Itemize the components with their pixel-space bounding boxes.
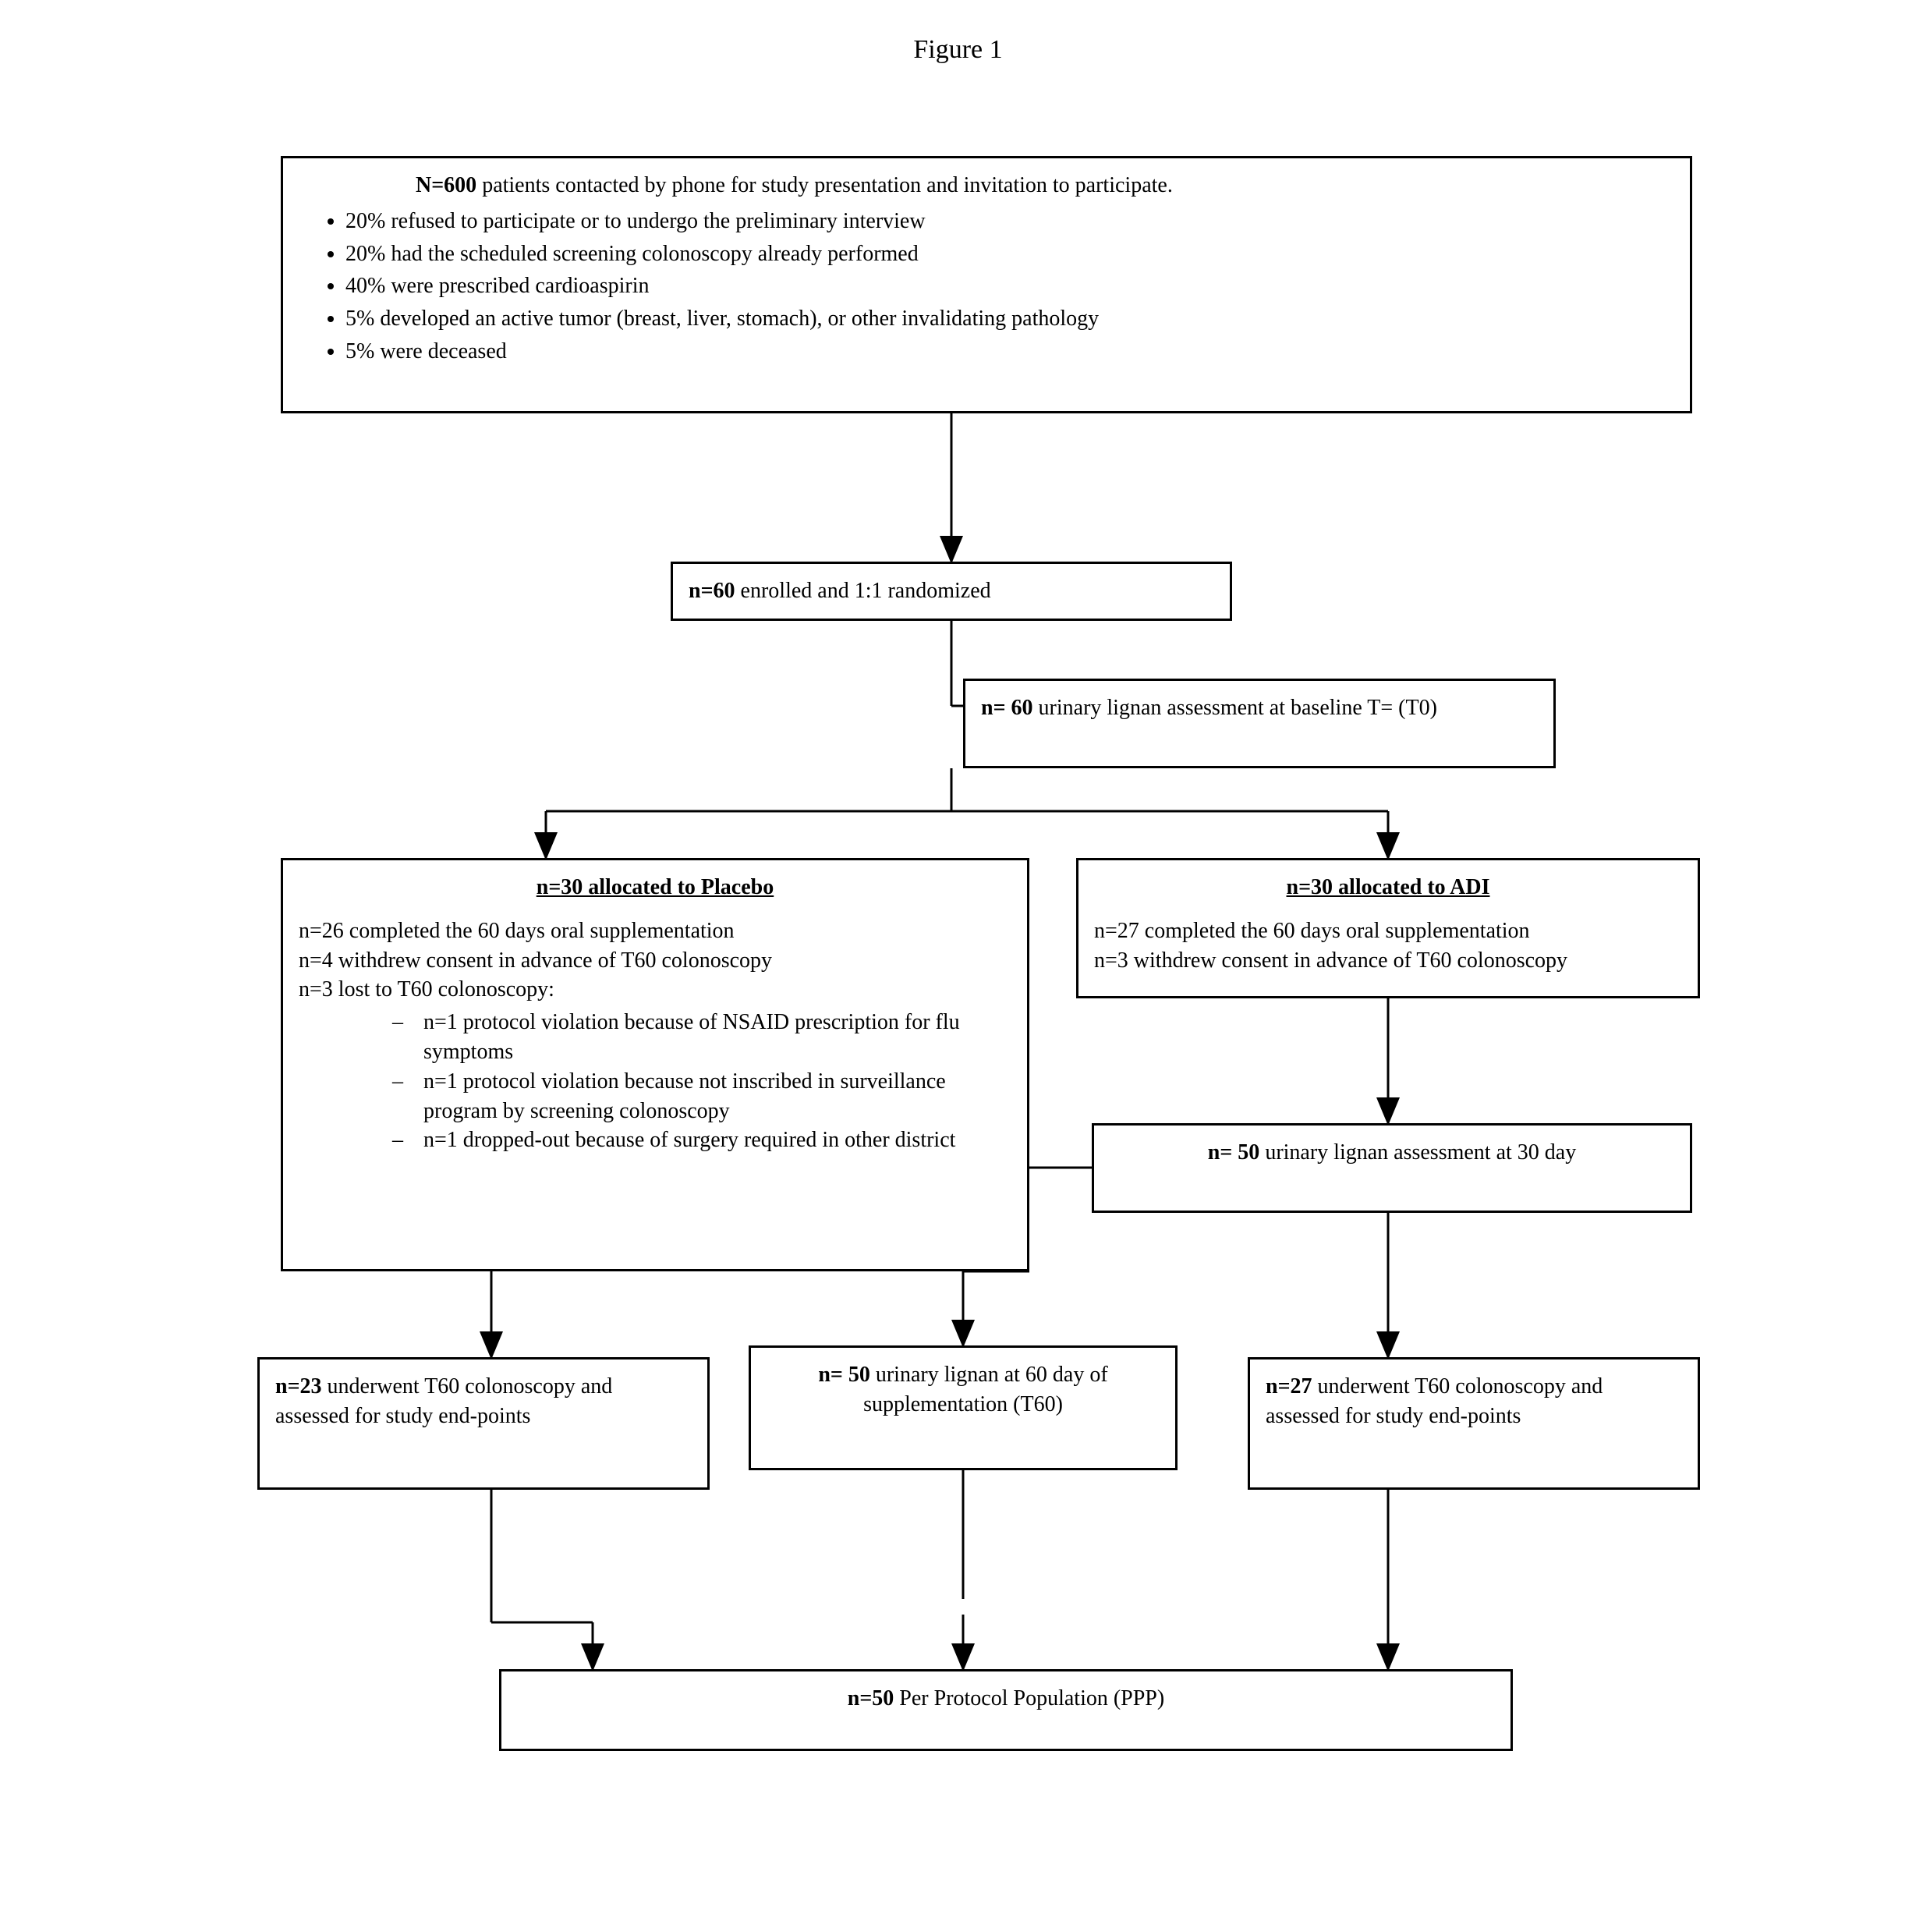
figure-title: Figure 1 bbox=[0, 35, 1916, 65]
placebo-dashes: n=1 protocol violation because of NSAID … bbox=[423, 1008, 1011, 1155]
placebo-out-n: n=23 bbox=[275, 1374, 322, 1398]
adi-outcome-box: n=27 underwent T60 colonoscopy and asses… bbox=[1248, 1357, 1700, 1490]
placebo-header: n=30 allocated to Placebo bbox=[537, 875, 774, 899]
adi-out-text: underwent T60 colonoscopy and assessed f… bbox=[1266, 1374, 1603, 1428]
placebo-line: n=3 lost to T60 colonoscopy: bbox=[299, 975, 1011, 1005]
placebo-dash-item: n=1 dropped-out because of surgery requi… bbox=[423, 1126, 1011, 1155]
top-bullet-item: 5% were deceased bbox=[345, 337, 1674, 367]
enroll-text: enrolled and 1:1 randomized bbox=[735, 579, 991, 603]
top-bullet-item: 20% refused to participate or to undergo… bbox=[345, 207, 1674, 236]
adi-line: n=27 completed the 60 days oral suppleme… bbox=[1094, 916, 1682, 946]
t30-text: urinary lignan assessment at 30 day bbox=[1259, 1140, 1576, 1165]
ppp-n: n=50 bbox=[848, 1686, 894, 1710]
t0-text: urinary lignan assessment at baseline T=… bbox=[1033, 696, 1437, 720]
top-contact-box: N=600 patients contacted by phone for st… bbox=[281, 156, 1692, 413]
t30-n: n= 50 bbox=[1208, 1140, 1260, 1165]
adi-box: n=30 allocated to ADI n=27 completed the… bbox=[1076, 858, 1700, 998]
ppp-box: n=50 Per Protocol Population (PPP) bbox=[499, 1669, 1513, 1751]
adi-header: n=30 allocated to ADI bbox=[1287, 875, 1490, 899]
placebo-line: n=26 completed the 60 days oral suppleme… bbox=[299, 916, 1011, 946]
top-n600: N=600 bbox=[416, 173, 476, 197]
t60-text: urinary lignan at 60 day of supplementat… bbox=[863, 1363, 1108, 1416]
top-bullet-item: 40% were prescribed cardioaspirin bbox=[345, 271, 1674, 301]
placebo-out-text: underwent T60 colonoscopy and assessed f… bbox=[275, 1374, 612, 1428]
top-bullet-item: 5% developed an active tumor (breast, li… bbox=[345, 304, 1674, 334]
placebo-dash-item: n=1 protocol violation because of NSAID … bbox=[423, 1008, 1011, 1067]
placebo-box: n=30 allocated to Placebo n=26 completed… bbox=[281, 858, 1029, 1271]
placebo-outcome-box: n=23 underwent T60 colonoscopy and asses… bbox=[257, 1357, 710, 1490]
placebo-line: n=4 withdrew consent in advance of T60 c… bbox=[299, 946, 1011, 976]
adi-out-n: n=27 bbox=[1266, 1374, 1312, 1398]
placebo-dash-item: n=1 protocol violation because not inscr… bbox=[423, 1067, 1011, 1126]
t0-box: n= 60 urinary lignan assessment at basel… bbox=[963, 679, 1556, 768]
t60-mid-box: n= 50 urinary lignan at 60 day of supple… bbox=[749, 1345, 1178, 1470]
ppp-text: Per Protocol Population (PPP) bbox=[894, 1686, 1164, 1710]
t0-n: n= 60 bbox=[981, 696, 1033, 720]
top-lead-text: patients contacted by phone for study pr… bbox=[476, 173, 1173, 197]
top-bullets: 20% refused to participate or to undergo… bbox=[345, 207, 1674, 367]
t30-box: n= 50 urinary lignan assessment at 30 da… bbox=[1092, 1123, 1692, 1213]
top-bullet-item: 20% had the scheduled screening colonosc… bbox=[345, 239, 1674, 269]
enroll-box: n=60 enrolled and 1:1 randomized bbox=[671, 562, 1232, 621]
t60-n: n= 50 bbox=[818, 1363, 870, 1387]
adi-line: n=3 withdrew consent in advance of T60 c… bbox=[1094, 946, 1682, 976]
enroll-n: n=60 bbox=[689, 579, 735, 603]
